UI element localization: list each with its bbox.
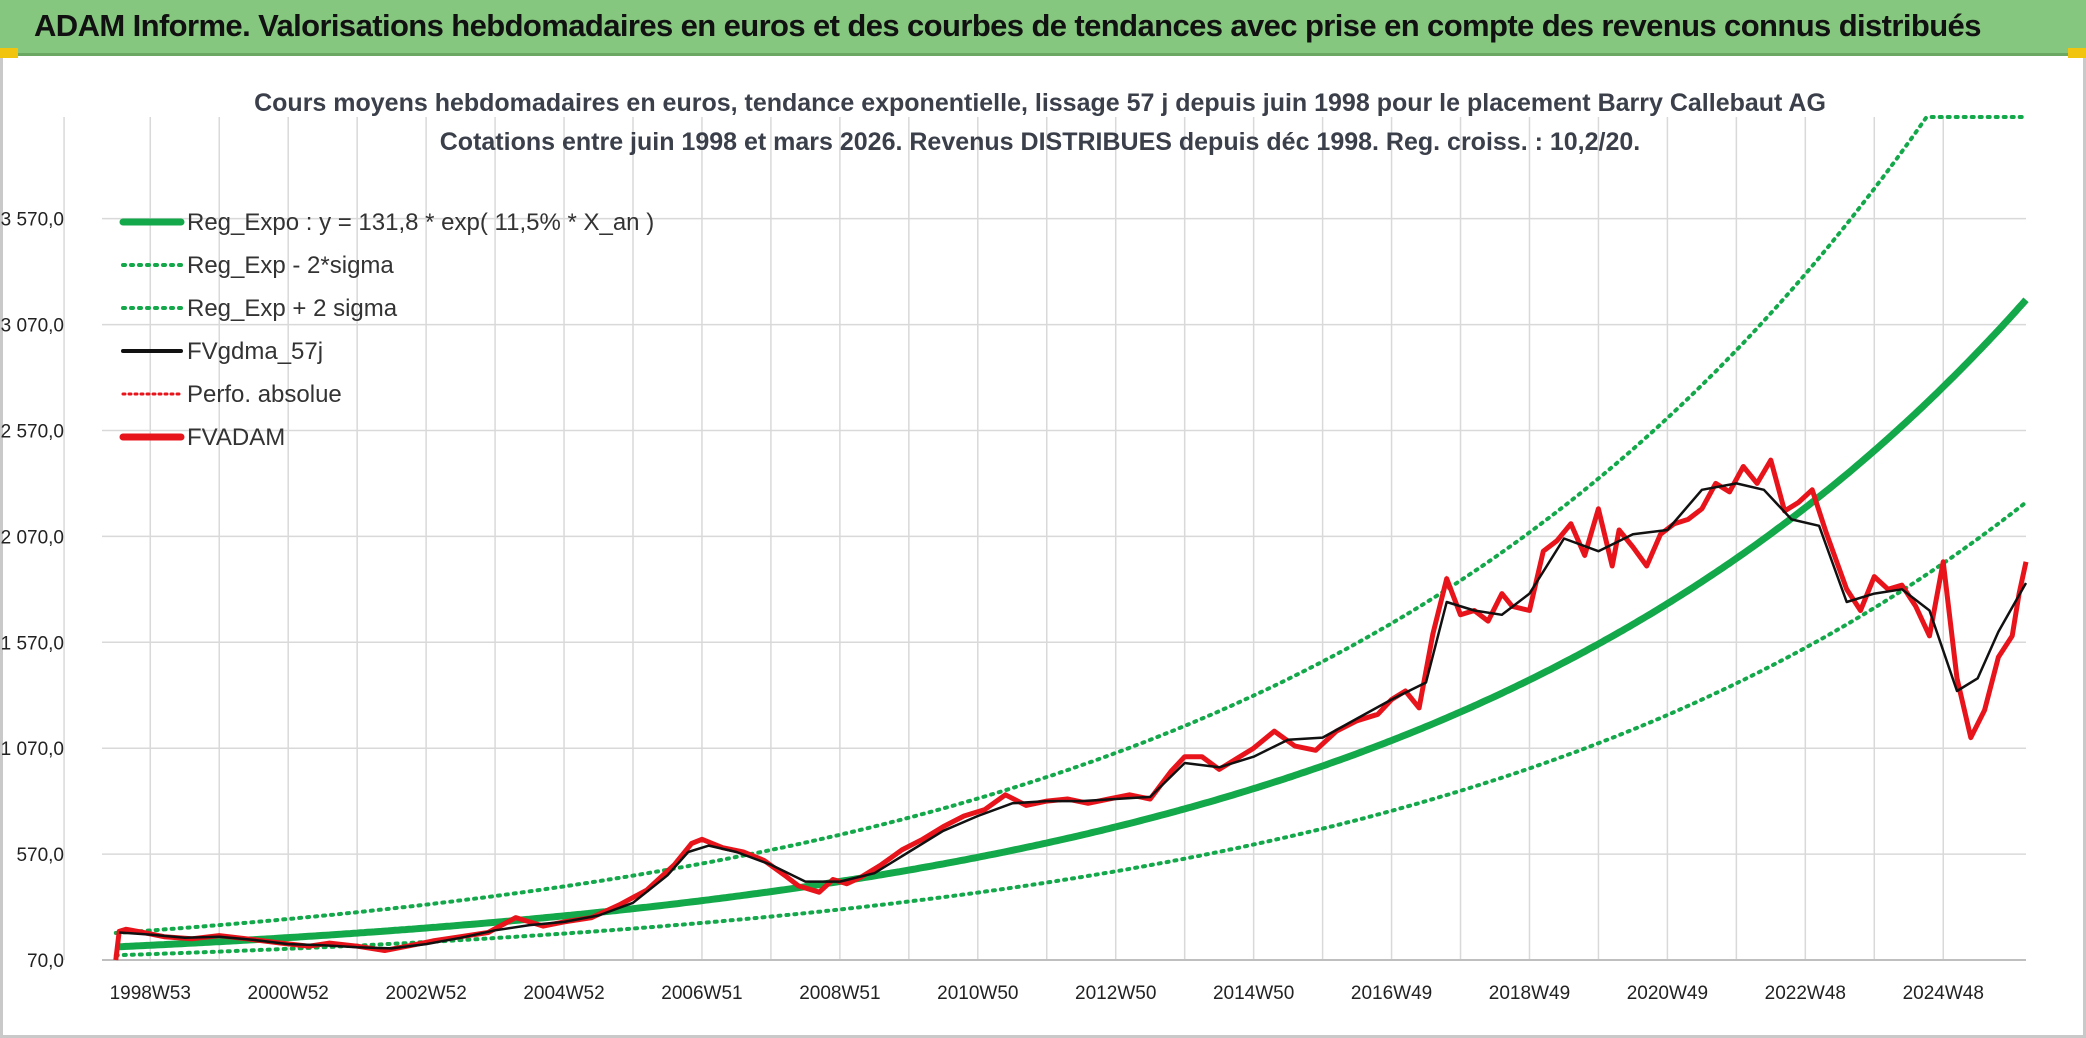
y-tick-label: 3 570,0 [1,210,64,231]
x-tick-label: 2012W50 [1075,983,1156,1004]
chart-subtitle: Cotations entre juin 1998 et mars 2026. … [440,128,1640,156]
x-tick-label: 2002W52 [385,983,466,1004]
x-tick-label: 2024W48 [1903,983,1984,1004]
x-tick-label: 2006W51 [661,983,742,1004]
x-tick-label: 2016W49 [1351,983,1432,1004]
perfo-absolue-line [114,457,2027,961]
y-tick-label: 3 070,0 [1,316,64,337]
fvgdma-57j-line [119,482,2028,950]
x-tick-label: 1998W53 [110,983,191,1004]
legend: Reg_Expo : y = 131,8 * exp( 11,5% * X_an… [119,209,654,451]
chart-title: Cours moyens hebdomadaires en euros, ten… [254,89,1826,117]
fvadam-line [113,457,2029,961]
x-tick-label: 2000W52 [248,983,329,1004]
legend-label: Reg_Exp + 2 sigma [187,295,398,322]
y-axis-ticks: 70,0 570,0 1 070,0 1 570,0 2 070,0 2 570,0 3 0… [1,210,64,972]
x-tick-label: 2020W49 [1627,983,1708,1004]
x-tick-label: 2004W52 [523,983,604,1004]
legend-label: Perfo. absolue [187,381,342,408]
reg-exp-plus-2-sigma-line [113,115,2028,935]
report-title: ADAM Informe. Valorisations hebdomadaire… [34,8,1981,43]
corner-marker-left [0,48,18,58]
y-tick-label: 1 070,0 [1,739,64,760]
y-tick-label: 2 070,0 [1,527,64,548]
y-tick-label: 570,0 [16,845,64,866]
y-tick-label: 1 570,0 [1,633,64,654]
legend-label: Reg_Expo : y = 131,8 * exp( 11,5% * X_an… [187,209,654,236]
legend-label: Reg_Exp - 2*sigma [187,252,394,279]
legend-label: FVgdma_57j [187,338,323,365]
legend-label: FVADAM [187,424,285,451]
x-axis-ticks: 1998W53 2000W52 2002W52 2004W52 2006W51 2008W… [110,983,1984,1004]
x-tick-label: 2014W50 [1213,983,1294,1004]
report-banner: ADAM Informe. Valorisations hebdomadaire… [0,0,2086,56]
y-tick-label: 2 570,0 [1,421,64,442]
grid-lines [63,117,2026,961]
series-lines [113,115,2029,961]
x-tick-label: 2008W51 [799,983,880,1004]
x-tick-label: 2022W48 [1765,983,1846,1004]
x-tick-label: 2018W49 [1489,983,1570,1004]
reg-expo-line [115,297,2029,951]
reg-exp-minus-2-sigma-line [113,500,2028,958]
x-tick-label: 2010W50 [937,983,1018,1004]
corner-marker-right [2068,48,2086,58]
y-tick-label: 70,0 [27,951,64,972]
